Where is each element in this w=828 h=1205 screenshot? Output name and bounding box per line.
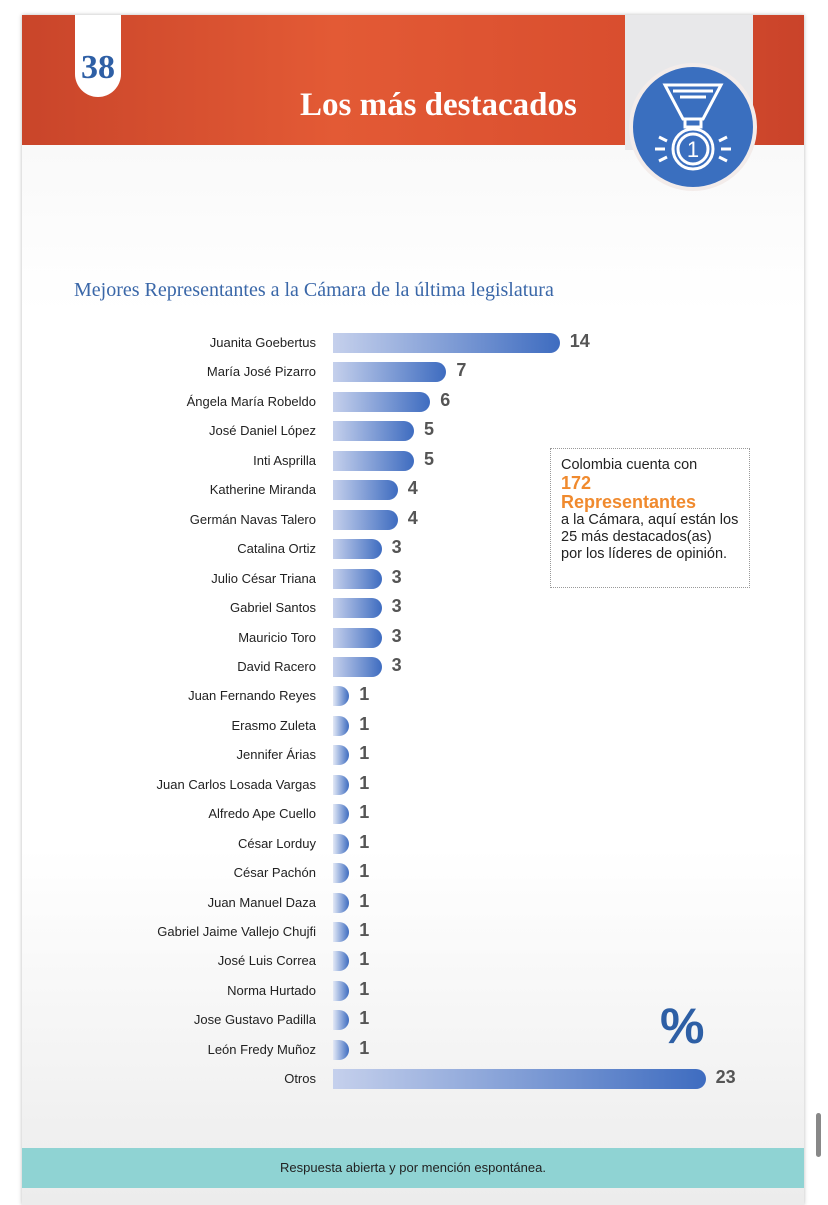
value-label: 4 xyxy=(407,478,418,499)
note-line: Colombia cuenta con xyxy=(561,457,698,473)
bar xyxy=(333,333,560,353)
category-label: Alfredo Ape Cuello xyxy=(208,806,316,822)
value-label: 14 xyxy=(569,331,590,351)
category-label: César Lorduy xyxy=(237,835,316,851)
bar xyxy=(333,421,414,442)
category-label: Erasmo Zuleta xyxy=(231,717,316,733)
value-label: 1 xyxy=(359,831,370,852)
bar xyxy=(333,715,350,736)
value-label: 1 xyxy=(359,802,370,823)
bar-chart: Juanita Goebertus 14 María José Pizarro 7 Án… xyxy=(22,15,804,1148)
page-number-tab xyxy=(75,15,121,97)
bar xyxy=(333,1010,350,1031)
medal-icon: 1 xyxy=(629,63,757,191)
value-label: 1 xyxy=(359,949,370,970)
page-title: Los más destacados xyxy=(300,87,577,123)
percent-symbol: % xyxy=(660,998,705,1054)
bar xyxy=(333,450,414,471)
value-label: 1 xyxy=(359,978,370,999)
bar xyxy=(333,686,350,707)
page-number: 38 xyxy=(81,49,115,86)
value-label: 1 xyxy=(359,713,370,734)
value-label: 3 xyxy=(391,537,402,558)
bar xyxy=(333,480,398,501)
bar xyxy=(333,391,431,412)
bar xyxy=(333,568,382,589)
note-highlight-number: 172 xyxy=(561,473,592,493)
value-label: 7 xyxy=(456,360,467,381)
bar xyxy=(333,980,350,1001)
value-label: 1 xyxy=(359,890,370,911)
value-label: 6 xyxy=(440,389,451,410)
value-label: 3 xyxy=(391,596,402,617)
value-label: 3 xyxy=(391,566,402,587)
page: 38 Los más destacados 1 Mejores Represen… xyxy=(22,15,804,1205)
category-label: Gabriel Jaime Vallejo Chujfi xyxy=(157,924,316,939)
value-label: 3 xyxy=(391,625,402,646)
value-label: 1 xyxy=(359,920,370,940)
value-label: 5 xyxy=(424,419,435,440)
value-label: 1 xyxy=(359,1008,370,1029)
value-label: 3 xyxy=(391,654,402,675)
bar xyxy=(333,892,350,913)
category-label: Juan Fernando Reyes xyxy=(188,688,316,704)
bar xyxy=(333,539,382,560)
category-label: José Luis Correa xyxy=(217,953,316,969)
note-line: por los líderes de opinión. xyxy=(561,546,728,562)
bar xyxy=(333,362,447,383)
bar xyxy=(333,656,382,677)
bar xyxy=(333,1069,706,1090)
bar xyxy=(333,774,350,795)
value-label: 1 xyxy=(359,772,370,793)
scrollbar[interactable] xyxy=(816,1113,821,1157)
category-label: Juanita Goebertus xyxy=(209,335,316,350)
category-label: Jose Gustavo Padilla xyxy=(193,1012,316,1028)
bar xyxy=(333,951,350,972)
category-label: Juan Carlos Losada Vargas xyxy=(156,776,316,792)
bar xyxy=(333,922,350,942)
note-line: 25 más destacados(as) xyxy=(561,529,712,545)
category-label: Catalina Ortiz xyxy=(237,541,316,557)
footer-note: Respuesta abierta y por mención espontán… xyxy=(22,1148,804,1188)
category-label: Jennifer Árias xyxy=(236,747,316,763)
category-label: Katherine Miranda xyxy=(209,482,316,498)
value-label: 1 xyxy=(359,743,370,764)
bar xyxy=(333,598,382,619)
category-label: José Daniel López xyxy=(209,423,316,439)
category-label: Inti Asprilla xyxy=(253,452,316,468)
bar xyxy=(333,627,382,648)
value-label: 23 xyxy=(715,1067,736,1088)
bar xyxy=(333,833,350,854)
value-label: 1 xyxy=(359,684,370,705)
category-label: David Racero xyxy=(237,658,316,674)
category-label: Ángela María Robeldo xyxy=(186,393,316,409)
bar xyxy=(333,863,350,884)
value-label: 4 xyxy=(407,507,418,528)
category-label: Mauricio Toro xyxy=(238,629,316,645)
info-note: Colombia cuenta con 172 Representantes a… xyxy=(550,448,750,588)
category-label: Gabriel Santos xyxy=(230,600,316,616)
value-label: 1 xyxy=(359,861,370,882)
value-label: 1 xyxy=(359,1037,370,1058)
category-label: Juan Manuel Daza xyxy=(207,894,316,910)
chart-title: Mejores Representantes a la Cámara de la… xyxy=(74,279,554,301)
category-label: Germán Navas Talero xyxy=(189,511,316,527)
category-label: León Fredy Muñoz xyxy=(207,1041,316,1057)
category-label: Julio César Triana xyxy=(211,570,316,586)
category-label: Norma Hurtado xyxy=(227,982,316,998)
category-label: César Pachón xyxy=(233,865,316,881)
bar xyxy=(333,804,350,825)
category-label: Otros xyxy=(284,1071,316,1087)
value-label: 5 xyxy=(424,448,435,469)
note-highlight-word: Representantes xyxy=(561,492,697,512)
category-label: María José Pizarro xyxy=(206,364,316,380)
bar xyxy=(333,1039,350,1060)
bar xyxy=(333,745,350,766)
note-line: a la Cámara, aquí están los xyxy=(561,512,739,528)
svg-text:1: 1 xyxy=(687,137,699,162)
bar xyxy=(333,509,398,530)
